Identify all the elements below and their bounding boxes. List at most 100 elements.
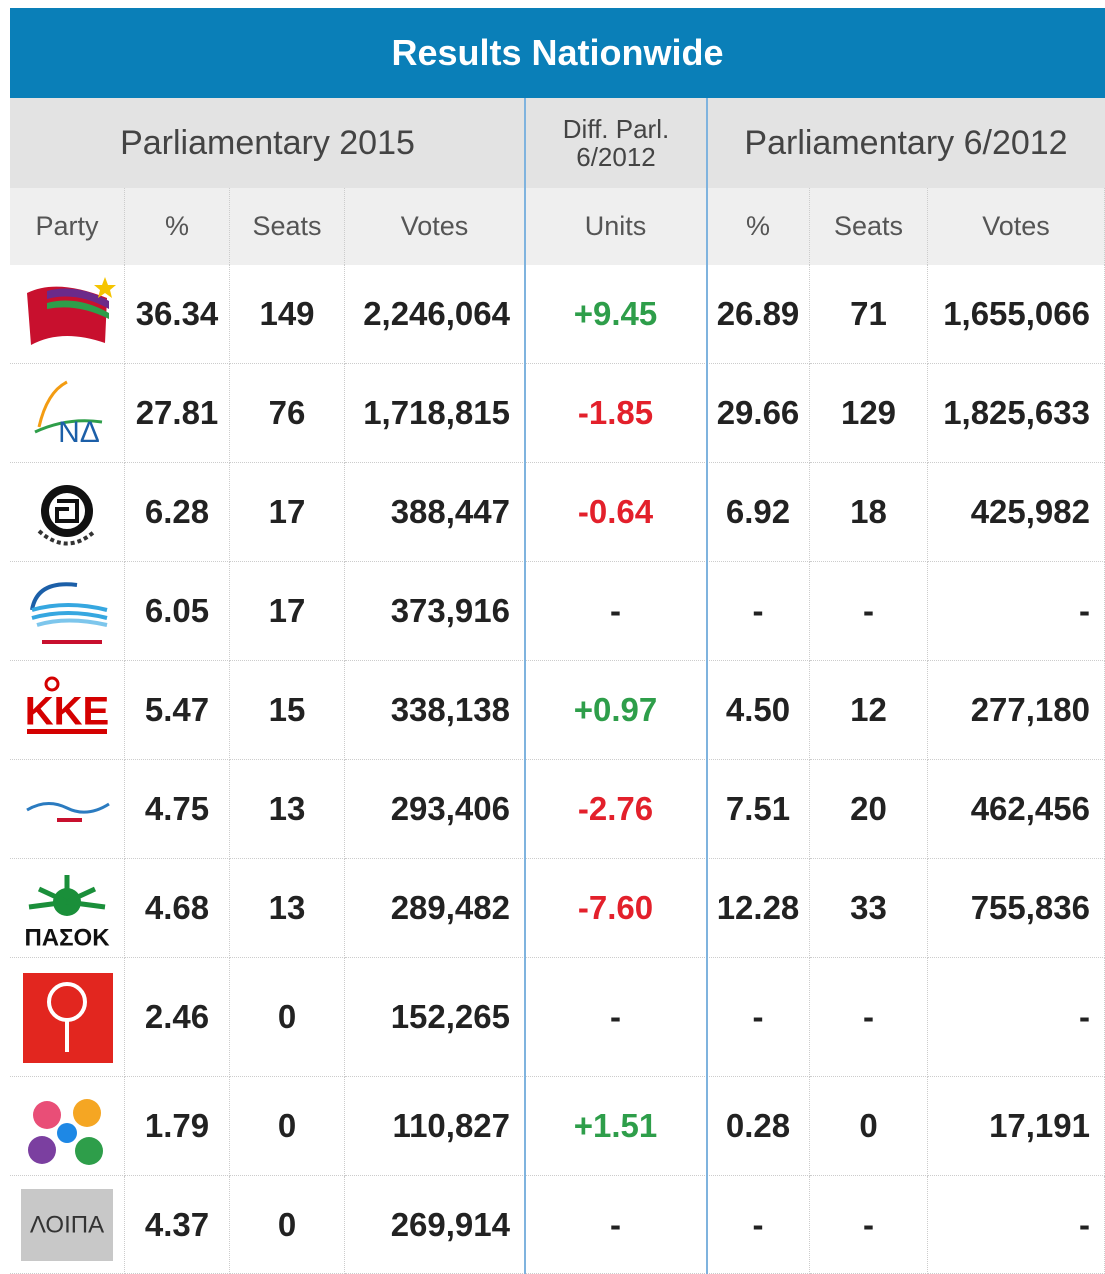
data-cell: -: [810, 958, 928, 1077]
logo-image: [26, 802, 110, 822]
data-cell: -: [707, 562, 810, 661]
data-cell: 2.46: [125, 958, 230, 1077]
data-cell: +9.45: [525, 265, 707, 364]
data-cell: 149: [230, 265, 345, 364]
data-cell: 5.47: [125, 661, 230, 760]
column-header: Votes: [928, 188, 1105, 265]
data-cell: 0: [810, 1077, 928, 1176]
data-cell: -: [707, 1176, 810, 1274]
data-cell: 4.37: [125, 1176, 230, 1274]
data-cell: -: [928, 562, 1105, 661]
data-cell: 26.89: [707, 265, 810, 364]
data-cell: 129: [810, 364, 928, 463]
logo-text: KKE: [25, 690, 109, 734]
data-cell: 1,655,066: [928, 265, 1105, 364]
data-cell: 76: [230, 364, 345, 463]
data-cell: 338,138: [345, 661, 525, 760]
data-cell: 4.68: [125, 859, 230, 958]
data-cell: 17: [230, 562, 345, 661]
data-cell: 0: [230, 958, 345, 1077]
column-header: Seats: [230, 188, 345, 265]
group-header: Diff. Parl. 6/2012: [525, 98, 707, 188]
data-cell: 0: [230, 1176, 345, 1274]
logo-image: [30, 582, 108, 644]
logo-text: ΝΔ: [58, 416, 100, 449]
column-header: %: [707, 188, 810, 265]
party-logo: ΝΔ: [10, 364, 125, 463]
party-logo: [10, 958, 125, 1077]
data-cell: 388,447: [345, 463, 525, 562]
data-cell: 269,914: [345, 1176, 525, 1274]
data-cell: 0: [230, 1077, 345, 1176]
data-cell: 27.81: [125, 364, 230, 463]
data-cell: 152,265: [345, 958, 525, 1077]
data-cell: -: [525, 958, 707, 1077]
data-cell: 2,246,064: [345, 265, 525, 364]
party-logo: ΛΟΙΠΑ: [10, 1176, 125, 1274]
data-cell: 1.79: [125, 1077, 230, 1176]
group-header: Parliamentary 6/2012: [707, 98, 1105, 188]
data-cell: 4.75: [125, 760, 230, 859]
data-cell: 0.28: [707, 1077, 810, 1176]
data-cell: -: [928, 958, 1105, 1077]
party-logo: [10, 760, 125, 859]
data-cell: -: [810, 562, 928, 661]
column-header: Party: [10, 188, 125, 265]
data-cell: 17: [230, 463, 345, 562]
data-cell: 110,827: [345, 1077, 525, 1176]
data-cell: 755,836: [928, 859, 1105, 958]
logo-text: ΠΑΣΟΚ: [24, 924, 110, 949]
data-cell: 17,191: [928, 1077, 1105, 1176]
logo-image: [27, 277, 116, 345]
data-cell: -: [525, 562, 707, 661]
column-header: Seats: [810, 188, 928, 265]
data-cell: 33: [810, 859, 928, 958]
data-cell: 18: [810, 463, 928, 562]
data-cell: 71: [810, 265, 928, 364]
data-cell: 4.50: [707, 661, 810, 760]
logo-image: KKE: [25, 676, 109, 734]
data-cell: 13: [230, 859, 345, 958]
data-cell: -: [707, 958, 810, 1077]
data-cell: 289,482: [345, 859, 525, 958]
table-title: Results Nationwide: [10, 8, 1105, 98]
data-cell: 462,456: [928, 760, 1105, 859]
data-cell: 12.28: [707, 859, 810, 958]
logo-image: ΝΔ: [34, 380, 103, 449]
party-logo: [10, 1077, 125, 1176]
data-cell: -: [810, 1176, 928, 1274]
data-cell: -2.76: [525, 760, 707, 859]
data-cell: -: [525, 1176, 707, 1274]
logo-text: ΛΟΙΠΑ: [30, 1211, 104, 1238]
logo-image: [23, 973, 113, 1063]
data-cell: 6.05: [125, 562, 230, 661]
data-cell: -0.64: [525, 463, 707, 562]
data-cell: 6.92: [707, 463, 810, 562]
party-logo: ΠΑΣΟΚ: [10, 859, 125, 958]
data-cell: 12: [810, 661, 928, 760]
data-cell: 20: [810, 760, 928, 859]
data-cell: 36.34: [125, 265, 230, 364]
data-cell: -: [928, 1176, 1105, 1274]
logo-image: [37, 485, 97, 546]
data-cell: +1.51: [525, 1077, 707, 1176]
column-header: %: [125, 188, 230, 265]
column-header: Units: [525, 188, 707, 265]
data-cell: 29.66: [707, 364, 810, 463]
party-logo: KKE: [10, 661, 125, 760]
data-cell: 13: [230, 760, 345, 859]
column-separator: [706, 98, 708, 1274]
data-cell: 15: [230, 661, 345, 760]
data-cell: -1.85: [525, 364, 707, 463]
data-cell: 6.28: [125, 463, 230, 562]
column-header: Votes: [345, 188, 525, 265]
data-cell: 1,825,633: [928, 364, 1105, 463]
logo-image: ΛΟΙΠΑ: [21, 1188, 113, 1261]
logo-image: [28, 1099, 103, 1165]
data-cell: 1,718,815: [345, 364, 525, 463]
data-cell: 373,916: [345, 562, 525, 661]
party-logo: [10, 265, 125, 364]
data-cell: +0.97: [525, 661, 707, 760]
column-separator: [524, 98, 526, 1274]
